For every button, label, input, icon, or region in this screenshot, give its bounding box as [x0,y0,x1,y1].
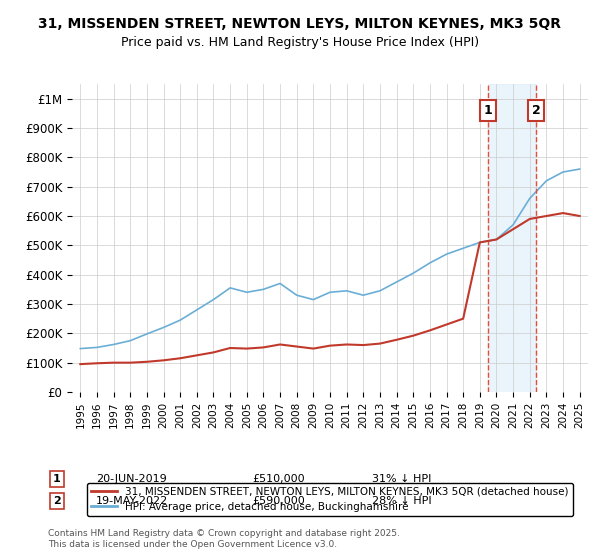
Text: £590,000: £590,000 [252,496,305,506]
Text: 1: 1 [53,474,61,484]
Text: 31% ↓ HPI: 31% ↓ HPI [372,474,431,484]
Text: 19-MAY-2022: 19-MAY-2022 [96,496,168,506]
Text: 28% ↓ HPI: 28% ↓ HPI [372,496,431,506]
Text: 2: 2 [53,496,61,506]
Text: 20-JUN-2019: 20-JUN-2019 [96,474,167,484]
Text: Price paid vs. HM Land Registry's House Price Index (HPI): Price paid vs. HM Land Registry's House … [121,36,479,49]
Legend: 31, MISSENDEN STREET, NEWTON LEYS, MILTON KEYNES, MK3 5QR (detached house), HPI:: 31, MISSENDEN STREET, NEWTON LEYS, MILTO… [87,483,573,516]
Bar [488,84,536,392]
Text: 1: 1 [483,104,492,117]
Text: 31, MISSENDEN STREET, NEWTON LEYS, MILTON KEYNES, MK3 5QR: 31, MISSENDEN STREET, NEWTON LEYS, MILTO… [38,17,562,31]
Text: £510,000: £510,000 [252,474,305,484]
Text: Contains HM Land Registry data © Crown copyright and database right 2025.
This d: Contains HM Land Registry data © Crown c… [48,529,400,549]
Text: 2: 2 [532,104,541,117]
